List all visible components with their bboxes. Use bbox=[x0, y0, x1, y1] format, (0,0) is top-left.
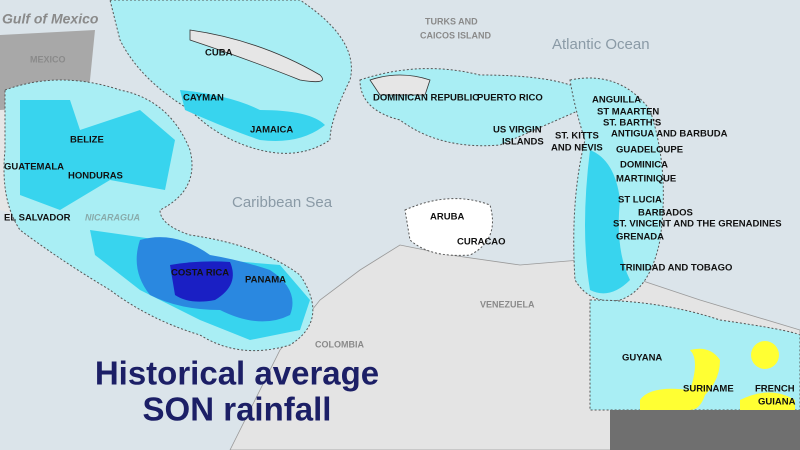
place-label: MARTINIQUE bbox=[616, 174, 676, 185]
place-label: ST. BARTH'S bbox=[603, 118, 661, 129]
rain-zone-yellow bbox=[740, 392, 795, 410]
place-label: Gulf of Mexico bbox=[2, 11, 99, 27]
place-label: MEXICO bbox=[30, 54, 66, 64]
place-label: BELIZE bbox=[70, 135, 104, 146]
place-label: BARBADOS bbox=[638, 208, 693, 219]
place-label: DOMINICAN REPUBLIC bbox=[373, 93, 479, 104]
place-label: ST LUCIA bbox=[618, 195, 662, 206]
place-label: Atlantic Ocean bbox=[552, 36, 650, 53]
place-label: DOMINICA bbox=[620, 160, 668, 171]
place-label: ARUBA bbox=[430, 212, 464, 223]
place-label: CURACAO bbox=[457, 237, 506, 248]
place-label: CAYMAN bbox=[183, 93, 224, 104]
rain-zone-dry bbox=[404, 198, 493, 256]
place-label: ST. KITTS bbox=[555, 131, 599, 142]
place-label: Caribbean Sea bbox=[232, 194, 333, 211]
place-label: US VIRGIN bbox=[493, 125, 542, 136]
place-label: COSTA RICA bbox=[171, 268, 229, 279]
place-label: GUATEMALA bbox=[4, 162, 64, 173]
place-label: FRENCH bbox=[755, 384, 795, 395]
place-label: TURKS AND bbox=[425, 16, 478, 26]
place-label: NICARAGUA bbox=[85, 212, 140, 222]
place-label: AND NEVIS bbox=[551, 143, 603, 154]
rain-zone-yellow bbox=[751, 341, 779, 369]
place-label: CAICOS ISLAND bbox=[420, 30, 492, 40]
place-label: GUADELOUPE bbox=[616, 145, 683, 156]
place-label: ISLANDS bbox=[502, 137, 544, 148]
island bbox=[189, 29, 323, 83]
place-label: PUERTO RICO bbox=[477, 93, 543, 104]
rain-zone-mid bbox=[585, 150, 630, 294]
place-label: GUYANA bbox=[622, 353, 662, 364]
place-label: VENEZUELA bbox=[480, 299, 535, 309]
place-label: CUBA bbox=[205, 48, 233, 59]
rain-zone-highest bbox=[170, 261, 233, 302]
place-label: EL SALVADOR bbox=[4, 213, 71, 224]
rain-zone-mid bbox=[20, 100, 175, 210]
island bbox=[369, 74, 431, 96]
land-outside bbox=[610, 410, 800, 450]
place-label: GRENADA bbox=[616, 232, 664, 243]
place-label: ST. VINCENT AND THE GRENADINES bbox=[613, 219, 782, 230]
place-label: SURINAME bbox=[683, 384, 734, 395]
place-label: JAMAICA bbox=[250, 125, 293, 136]
place-label: ANGUILLA bbox=[592, 95, 641, 106]
map-title: SON rainfall bbox=[143, 391, 332, 428]
place-label: PANAMA bbox=[245, 275, 286, 286]
place-label: HONDURAS bbox=[68, 171, 123, 182]
place-label: GUIANA bbox=[758, 397, 796, 408]
place-label: COLOMBIA bbox=[315, 339, 364, 349]
place-label: TRINIDAD AND TOBAGO bbox=[620, 263, 732, 274]
rain-zone-mid bbox=[180, 90, 325, 141]
place-label: ANTIGUA AND BARBUDA bbox=[611, 129, 728, 140]
map-title: Historical average bbox=[95, 355, 379, 392]
labels: Gulf of Mexico MEXICO TURKS AND CAICOS ISLA… bbox=[2, 11, 796, 428]
place-label: ST MAARTEN bbox=[597, 107, 659, 118]
rain-zone-yellow bbox=[640, 348, 720, 410]
